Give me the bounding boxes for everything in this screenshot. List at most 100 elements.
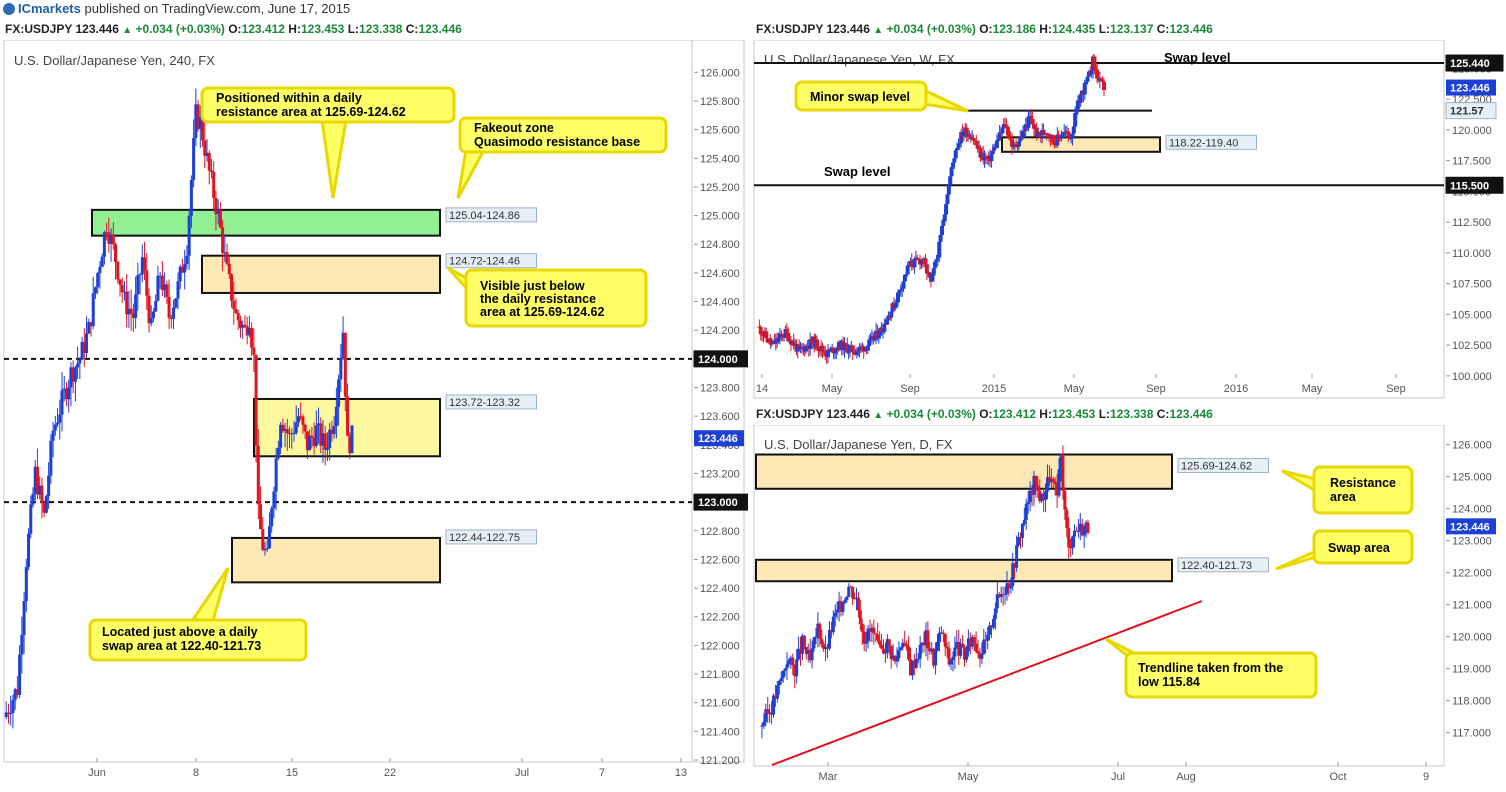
callout-text: swap area at 122.40-121.73 — [102, 639, 261, 653]
candle-body — [897, 289, 902, 293]
candle-body — [943, 633, 947, 647]
candle-body — [931, 268, 936, 274]
candle-body — [870, 627, 874, 632]
candle-body — [180, 266, 184, 273]
candle-body — [782, 336, 787, 338]
candle-body — [89, 322, 93, 327]
candle-body — [80, 341, 84, 360]
candle-body — [1052, 141, 1057, 145]
candle-body — [1100, 79, 1105, 82]
zone-tan[interactable] — [231, 536, 441, 584]
candle-body — [129, 308, 133, 314]
candle-body — [928, 648, 932, 652]
candle-body — [1074, 109, 1079, 114]
candle-body — [971, 137, 976, 141]
candle-body — [323, 433, 327, 450]
candle-body — [875, 330, 880, 339]
candle-body — [288, 433, 292, 435]
price: 123.446 — [826, 22, 870, 36]
tradingview-logo-icon — [3, 3, 15, 15]
candle-body — [770, 712, 774, 715]
change: +0.034 (+0.03%) — [886, 407, 976, 421]
x-tick-label: 22 — [384, 767, 396, 779]
y-tick-label: 105.000 — [1452, 309, 1492, 321]
y-tick-label: 121.400 — [700, 726, 740, 738]
candle-body — [1051, 478, 1055, 482]
zone-tan[interactable] — [1001, 136, 1161, 153]
candle-body — [279, 424, 283, 448]
candle-body — [879, 328, 884, 332]
candle-body — [926, 630, 930, 649]
candle-body — [33, 466, 37, 494]
candle-body — [868, 628, 872, 632]
x-tick-label: Mar — [819, 771, 838, 783]
candle-body — [805, 345, 810, 347]
candle-body — [780, 335, 785, 338]
candle-body — [764, 331, 769, 339]
candle-body — [1047, 477, 1051, 483]
candle-body — [997, 132, 1002, 140]
level-tag-label: 124.000 — [698, 354, 738, 366]
candle-body — [847, 586, 851, 597]
zone-green[interactable] — [91, 208, 441, 237]
candle-body — [972, 636, 976, 644]
candle-body — [93, 287, 97, 294]
candle-body — [833, 612, 837, 617]
candle-body — [111, 234, 115, 245]
x-tick-label: 13 — [675, 767, 687, 779]
candle-body — [87, 322, 91, 334]
candle-body — [858, 610, 862, 625]
candle-body — [893, 655, 897, 662]
symbol[interactable]: FX:USDJPY — [756, 22, 824, 36]
candle-body — [837, 600, 841, 610]
candle-body — [963, 647, 967, 660]
candle-body — [1073, 113, 1078, 127]
candle-body — [1055, 134, 1060, 146]
candle-body — [332, 426, 336, 435]
candle-body — [236, 313, 240, 321]
candles — [760, 445, 1090, 739]
candle-body — [860, 624, 864, 633]
candle-body — [1042, 493, 1046, 501]
candle-body — [901, 281, 906, 289]
low-label: L: — [347, 22, 360, 36]
candle-body — [835, 609, 839, 613]
candle-body — [1063, 490, 1067, 510]
zone-tan[interactable] — [755, 453, 1173, 490]
y-tick-label: 122.400 — [700, 583, 740, 595]
zone-label-box — [445, 394, 537, 410]
candle-body — [1020, 523, 1024, 539]
trendline[interactable] — [771, 600, 1203, 766]
zone-tan[interactable] — [755, 558, 1173, 583]
candle-body — [845, 345, 850, 353]
zone-tan[interactable] — [201, 254, 441, 294]
candle-body — [769, 343, 774, 345]
candle-body — [907, 646, 911, 660]
candle-body — [274, 458, 278, 492]
candle-body — [1057, 469, 1061, 496]
candle-body — [1022, 130, 1027, 132]
y-tick-label: 122.000 — [1452, 568, 1492, 580]
y-tick-label: 121.800 — [700, 669, 740, 681]
chart-weekly[interactable]: U.S. Dollar/Japanese Yen, W, FX 125.0001… — [752, 40, 1506, 400]
candle-body — [1075, 100, 1080, 110]
candle-body — [942, 214, 947, 221]
y-axis: 126.000 125.800 125.600 125.400 125.200 125.0… — [694, 67, 740, 767]
candle-body — [959, 132, 964, 144]
x-tick-label: May — [958, 771, 979, 783]
symbol[interactable]: FX:USDJPY — [756, 407, 824, 421]
candle-body — [1072, 530, 1076, 537]
candle-body — [1007, 583, 1011, 589]
candle-body — [259, 504, 263, 530]
current-price-tag — [1446, 518, 1496, 535]
chart-daily[interactable]: U.S. Dollar/Japanese Yen, D, FX 126.0001… — [752, 425, 1506, 792]
open-label: O: — [979, 407, 993, 421]
zone-label-box — [445, 207, 537, 223]
candle-body — [874, 633, 878, 635]
author-link[interactable]: ICmarkets — [18, 1, 81, 16]
symbol[interactable]: FX:USDJPY — [5, 22, 73, 36]
candle-body — [950, 162, 955, 168]
chart-4h[interactable]: U.S. Dollar/Japanese Yen, 240, FX 126.00… — [0, 40, 748, 792]
candle-body — [317, 423, 321, 426]
candle-body — [328, 429, 332, 448]
